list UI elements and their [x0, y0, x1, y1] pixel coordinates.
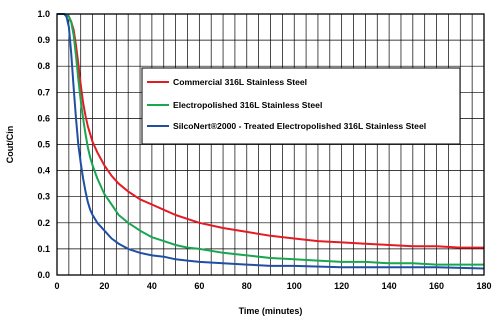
x-tick-label: 80 — [242, 281, 252, 291]
y-tick-label: 0.5 — [37, 140, 50, 150]
legend-box — [141, 67, 461, 145]
series-line-silconert — [57, 13, 485, 270]
y-tick-label: 0.4 — [37, 166, 50, 176]
x-tick-label: 140 — [382, 281, 397, 291]
series-line-commercial — [57, 13, 484, 249]
y-tick-labels: 0.0 0.1 0.2 0.3 0.4 0.5 0.6 0.7 0.8 0.9 1.0 — [37, 9, 50, 280]
y-tick-label: 0.2 — [37, 218, 50, 228]
series-line-electropolished — [57, 13, 484, 266]
x-tick-label: 160 — [429, 281, 444, 291]
legend: Commercial 316L Stainless Steel Electrop… — [141, 67, 461, 145]
y-tick-label: 0.8 — [37, 61, 50, 71]
y-axis-title: Cout/Cin — [5, 126, 15, 164]
x-tick-labels: 0 20 40 60 80 100 120 140 160 180 — [54, 281, 491, 291]
x-tick-label: 180 — [476, 281, 491, 291]
legend-label-commercial: Commercial 316L Stainless Steel — [173, 77, 307, 87]
x-tick-label: 20 — [99, 281, 109, 291]
legend-label-silconert: SilcoNert®2000 - Treated Electropolished… — [173, 121, 426, 131]
x-tick-label: 0 — [54, 281, 59, 291]
y-tick-label: 0.7 — [37, 87, 50, 97]
y-tick-label: 0.3 — [37, 192, 50, 202]
x-tick-label: 60 — [194, 281, 204, 291]
x-tick-label: 40 — [147, 281, 157, 291]
plot-frame — [56, 13, 485, 276]
y-tick-label: 1.0 — [37, 9, 50, 19]
series-layer — [57, 13, 485, 270]
x-axis-title: Time (minutes) — [239, 306, 303, 316]
x-tick-label: 120 — [334, 281, 349, 291]
x-tick-label: 100 — [287, 281, 302, 291]
legend-label-electropolished: Electropolished 316L Stainless Steel — [173, 100, 322, 110]
y-tick-label: 0.6 — [37, 113, 50, 123]
y-tick-label: 0.1 — [37, 244, 50, 254]
y-tick-label: 0.0 — [37, 270, 50, 280]
y-tick-label: 0.9 — [37, 35, 50, 45]
